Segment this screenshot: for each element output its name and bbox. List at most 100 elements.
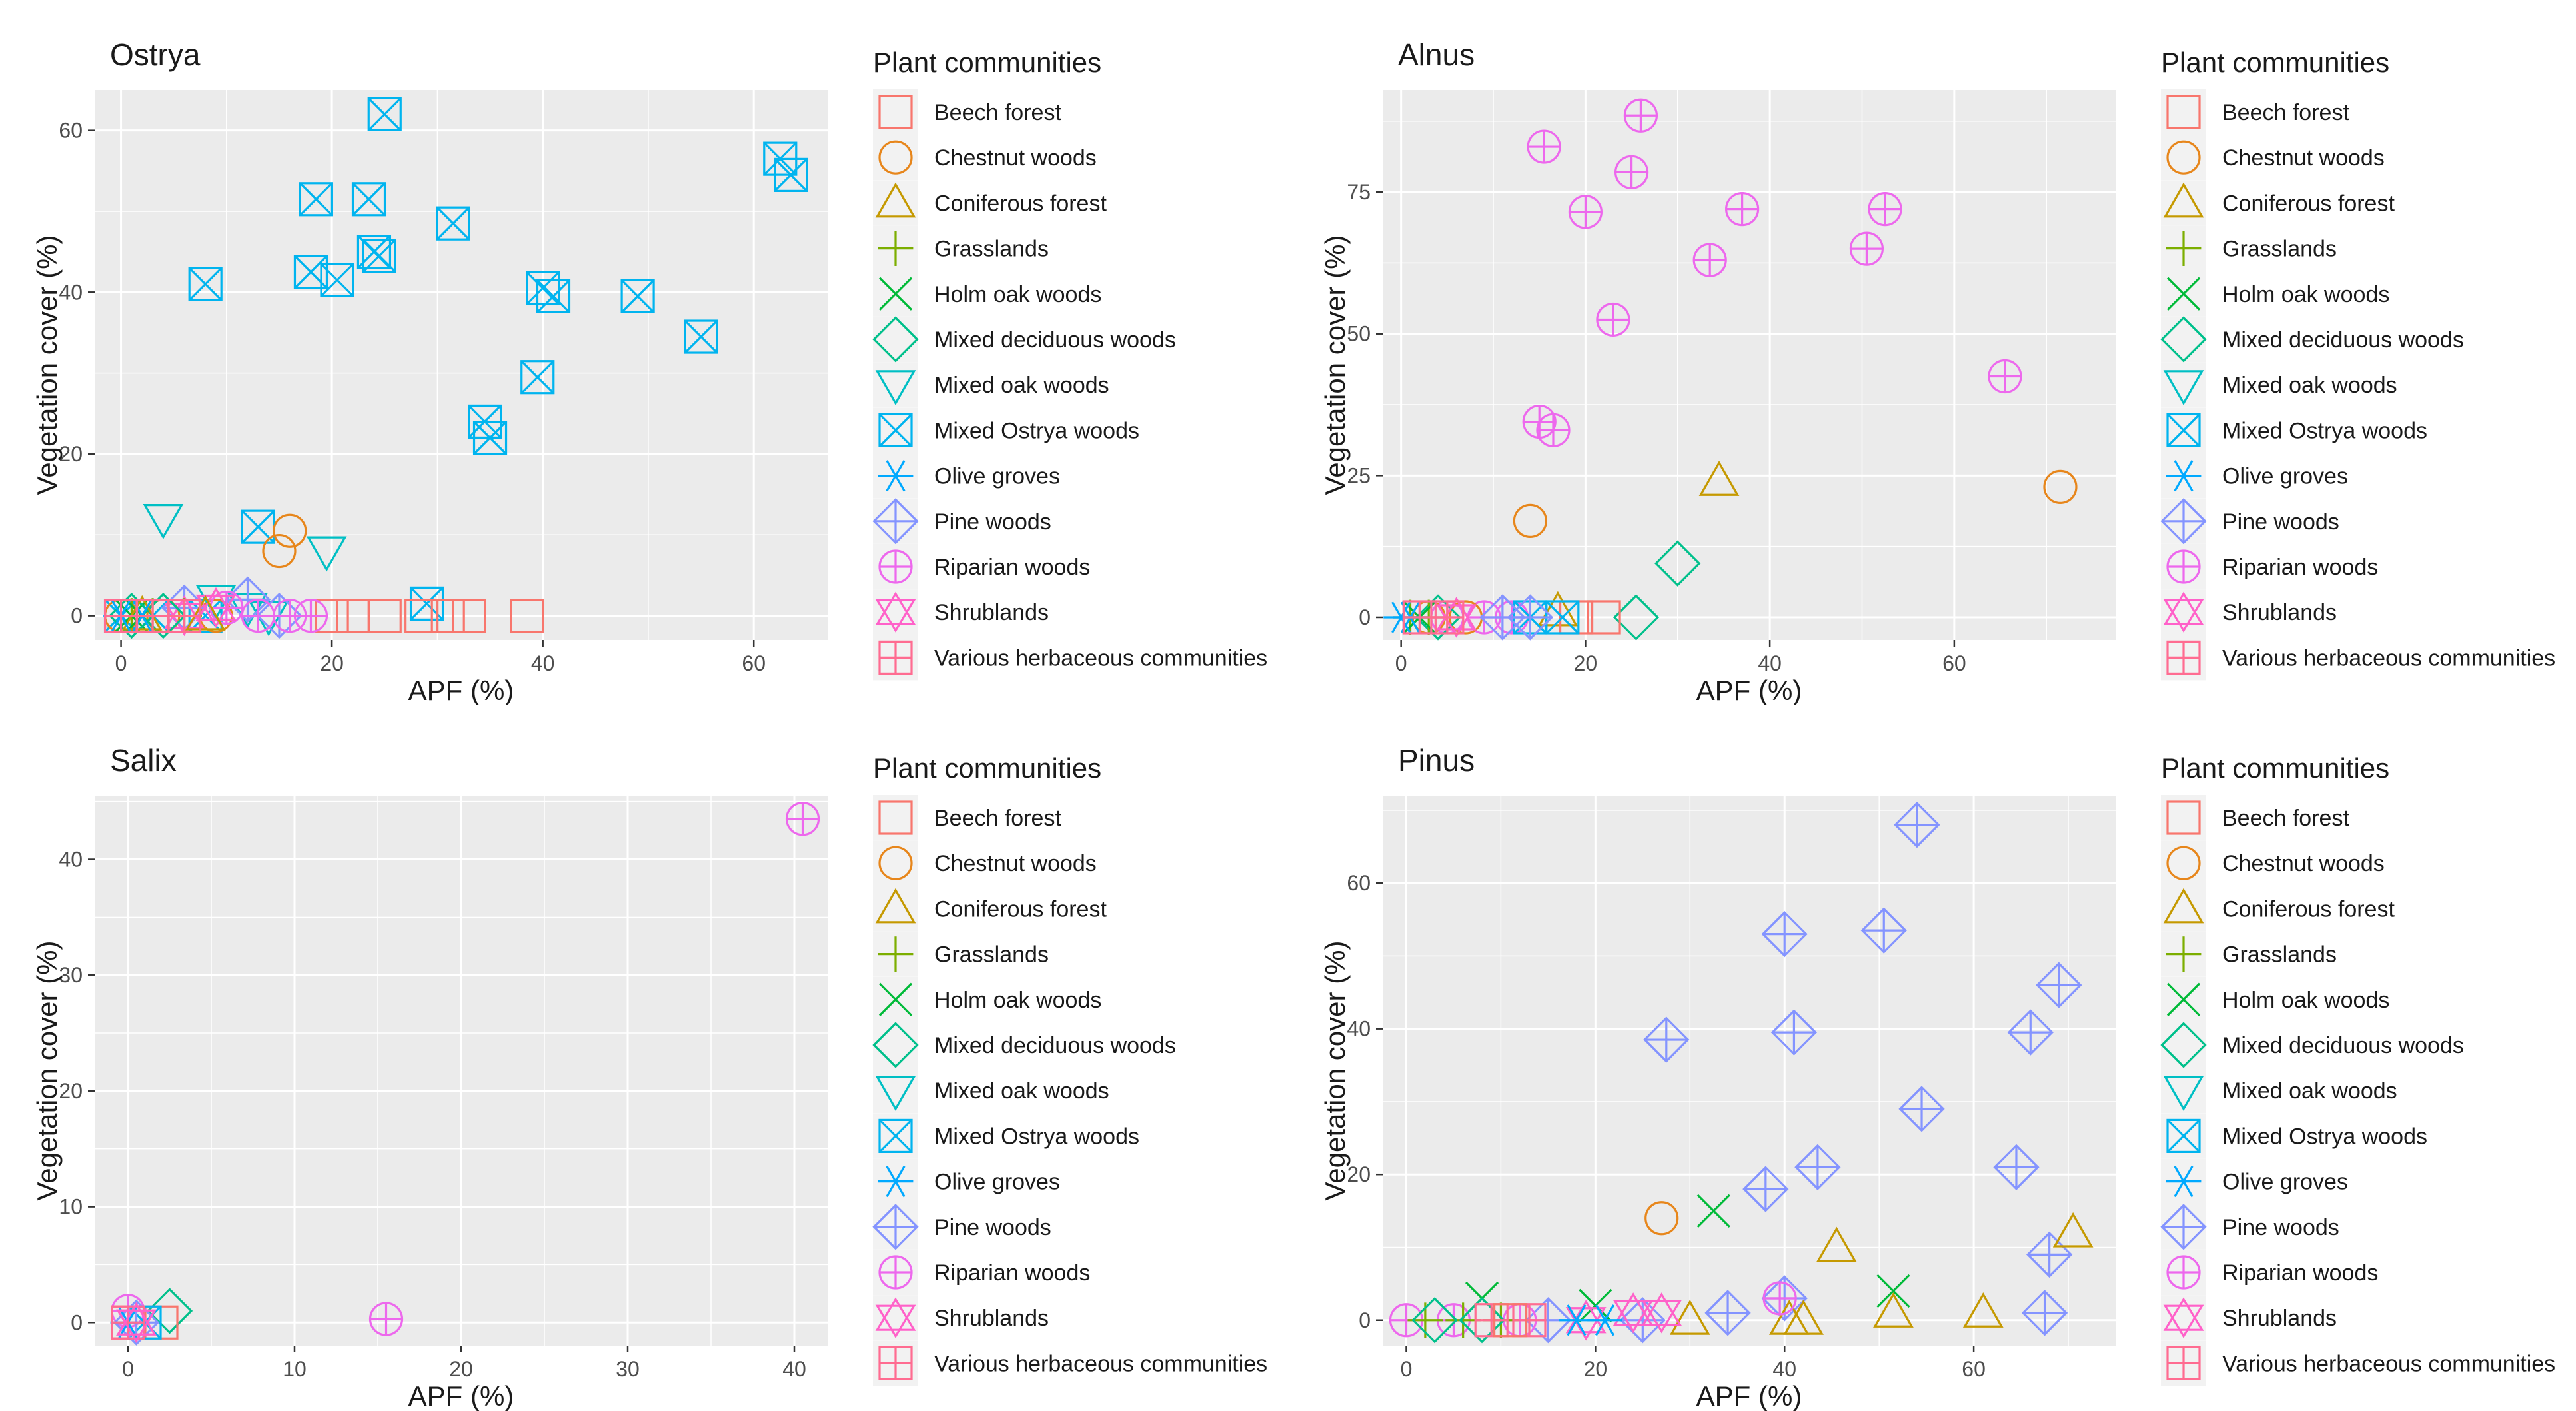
data-point <box>472 421 508 455</box>
x-tick-label: 60 <box>1942 651 1966 675</box>
legend-item-chestnut-woods: Chestnut woods <box>873 840 1097 886</box>
legend-key-various-herbaceous-communities <box>873 1340 918 1386</box>
legend-key-holm-oak-woods <box>873 976 918 1022</box>
series-shrublands <box>116 1302 157 1343</box>
legend-label: Mixed Ostrya woods <box>934 418 1139 443</box>
legend-label: Pine woods <box>934 1215 1051 1240</box>
y-tick-label: 0 <box>1359 605 1371 629</box>
legend-key-mixed-oak-woods <box>2161 362 2206 408</box>
series-various-herbaceous-communities <box>1474 1303 1547 1338</box>
legend: Plant communities Beech forest Chestnut wo… <box>2160 752 2555 1386</box>
chart-title-salix: Salix <box>110 743 177 778</box>
data-point <box>436 206 470 241</box>
data-point <box>1493 1303 1528 1338</box>
data-point <box>1587 1304 1622 1336</box>
legend-item-coniferous-forest: Coniferous forest <box>873 886 1107 932</box>
data-point <box>146 1288 193 1334</box>
data-point <box>1876 1274 1910 1308</box>
y-axis-label: Vegetation cover (%) <box>1319 235 1351 495</box>
data-point <box>1783 1299 1824 1335</box>
data-point <box>143 504 184 539</box>
data-point <box>520 360 555 395</box>
data-point <box>262 533 297 569</box>
legend-label: Olive groves <box>934 464 1060 489</box>
data-point <box>1816 1226 1857 1262</box>
data-point <box>306 536 347 572</box>
data-point <box>111 1305 145 1340</box>
legend-key-mixed-deciduous-woods <box>2160 316 2207 363</box>
legend-label: Mixed deciduous woods <box>934 327 1176 353</box>
legend-item-coniferous-forest: Coniferous forest <box>2161 886 2395 932</box>
legend-key-chestnut-woods <box>873 135 918 181</box>
legend-label: Coniferous forest <box>934 896 1107 922</box>
legend-item-pine-woods: Pine woods <box>2160 498 2339 545</box>
data-point <box>185 595 226 631</box>
legend-key-shrublands <box>2161 589 2206 635</box>
data-point <box>536 279 571 313</box>
legend-item-pine-woods: Pine woods <box>872 1204 1051 1250</box>
legend-label: Beech forest <box>934 100 1061 125</box>
legend-label: Various herbaceous communities <box>934 645 1267 671</box>
legend-item-mixed-deciduous-woods: Mixed deciduous woods <box>872 316 1176 363</box>
legend-item-olive-groves: Olive groves <box>873 1158 1060 1204</box>
y-tick-label: 75 <box>1347 180 1371 204</box>
data-point <box>1894 802 1940 848</box>
data-point <box>195 587 237 629</box>
legend-item-coniferous-forest: Coniferous forest <box>873 180 1107 226</box>
data-point <box>1725 192 1760 227</box>
legend-item-mixed-ostrya-woods: Mixed Ostrya woods <box>2161 1113 2427 1159</box>
x-axis-label: APF (%) <box>1696 1380 1802 1411</box>
legend-label: Mixed deciduous woods <box>2222 1033 2464 1058</box>
legend-key-grasslands <box>873 225 918 271</box>
data-point <box>1692 243 1727 277</box>
legend-item-mixed-ostrya-woods: Mixed Ostrya woods <box>2161 407 2427 453</box>
data-point <box>430 599 465 633</box>
plot-background <box>1383 796 2116 1346</box>
legend-item-mixed-deciduous-woods: Mixed deciduous woods <box>2160 1022 2464 1068</box>
data-point <box>1698 461 1740 496</box>
legend-item-shrublands: Shrublands <box>873 589 1049 635</box>
series-coniferous-forest <box>1537 461 1740 627</box>
series-mixed-deciduous-woods <box>1411 1297 1505 1344</box>
data-point <box>293 599 328 633</box>
chart-title-ostrya: Ostrya <box>110 37 201 72</box>
legend-label: Mixed deciduous woods <box>934 1033 1176 1058</box>
legend-item-olive-groves: Olive groves <box>2161 1158 2348 1204</box>
legend-label: Mixed oak woods <box>2222 1078 2397 1104</box>
data-point <box>1537 591 1579 627</box>
legend-item-coniferous-forest: Coniferous forest <box>2161 180 2395 226</box>
legend-key-coniferous-forest <box>873 886 918 932</box>
data-point <box>774 157 808 192</box>
y-axis-label: Vegetation cover (%) <box>31 941 63 1201</box>
legend-item-shrublands: Shrublands <box>2161 1295 2337 1341</box>
legend-item-shrublands: Shrublands <box>873 1295 1049 1341</box>
data-point <box>1479 594 1526 641</box>
data-point <box>368 1302 404 1336</box>
x-tick-label: 40 <box>1772 1357 1796 1381</box>
y-tick-label: 50 <box>1347 322 1371 346</box>
legend-key-mixed-oak-woods <box>873 1068 918 1114</box>
data-point <box>2043 469 2078 504</box>
legend-item-various-herbaceous-communities: Various herbaceous communities <box>873 1340 1267 1386</box>
legend-label: Chestnut woods <box>2222 851 2385 876</box>
legend-title: Plant communities <box>2161 752 2389 784</box>
legend-key-holm-oak-woods <box>873 271 918 317</box>
legend-label: Mixed Ostrya woods <box>934 1124 1139 1149</box>
legend-label: Beech forest <box>934 806 1061 831</box>
legend-item-mixed-oak-woods: Mixed oak woods <box>873 1068 1109 1114</box>
data-point <box>452 599 486 633</box>
series-olive-groves <box>1559 1304 1622 1336</box>
legend-item-mixed-ostrya-woods: Mixed Ostrya woods <box>873 407 1139 453</box>
legend-item-mixed-deciduous-woods: Mixed deciduous woods <box>872 1022 1176 1068</box>
legend-item-mixed-oak-woods: Mixed oak woods <box>873 362 1109 408</box>
legend-item-mixed-oak-woods: Mixed oak woods <box>2161 362 2397 408</box>
data-point <box>2036 962 2082 1008</box>
legend-key-riparian-woods <box>873 1250 918 1295</box>
legend-key-mixed-oak-woods <box>2161 1068 2206 1114</box>
legend-key-pine-woods <box>2160 1204 2207 1250</box>
legend-label: Chestnut woods <box>934 145 1097 171</box>
data-point <box>1962 1292 2004 1328</box>
legend-item-chestnut-woods: Chestnut woods <box>873 135 1097 181</box>
series-beech-forest <box>315 599 544 633</box>
series-pine-woods <box>1479 594 1554 641</box>
